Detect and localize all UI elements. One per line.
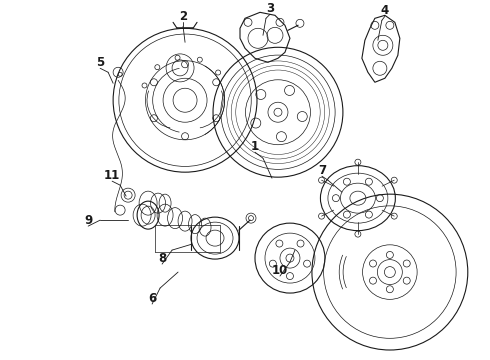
Text: 8: 8 [158,252,166,265]
Text: 6: 6 [148,292,156,305]
Text: 3: 3 [266,2,274,15]
Text: 11: 11 [104,169,120,182]
Text: 7: 7 [318,164,326,177]
Text: 1: 1 [251,140,259,153]
Text: 10: 10 [272,264,288,276]
Text: 9: 9 [84,213,92,227]
Text: 4: 4 [381,4,389,17]
Text: 5: 5 [96,56,104,69]
Text: 2: 2 [179,10,187,23]
